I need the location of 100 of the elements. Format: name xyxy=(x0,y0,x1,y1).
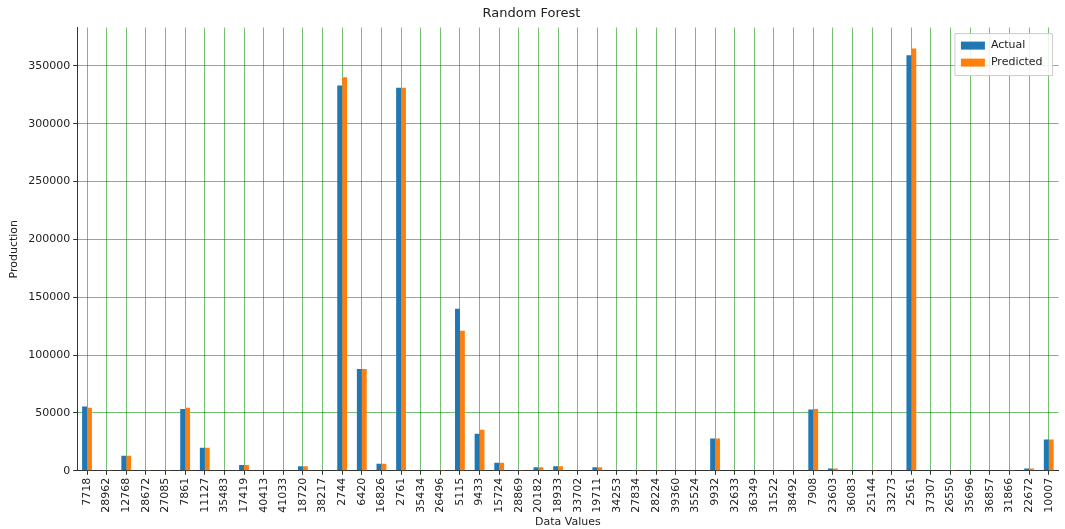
y-tick-label: 300000 xyxy=(28,116,71,130)
bar xyxy=(121,455,127,471)
x-tick-label: 22672 xyxy=(1021,477,1035,513)
bar xyxy=(204,447,210,471)
bar xyxy=(381,463,387,471)
bar xyxy=(715,438,720,471)
bar xyxy=(499,462,505,471)
bar xyxy=(356,368,362,471)
x-tick-label: 35483 xyxy=(217,477,231,513)
x-tick-label: 37307 xyxy=(923,477,937,513)
y-tick-label: 350000 xyxy=(28,58,71,72)
bar xyxy=(298,466,303,471)
x-tick-label: 34253 xyxy=(609,477,623,513)
x-tick-label: 28224 xyxy=(649,477,663,513)
bar xyxy=(87,407,92,471)
bar xyxy=(808,409,814,471)
bar xyxy=(396,87,402,471)
bar xyxy=(592,467,598,471)
x-tick-label: 40413 xyxy=(256,477,270,513)
bar xyxy=(459,330,465,471)
x-tick-label: 32633 xyxy=(727,477,741,513)
x-tick-label: 36083 xyxy=(845,477,859,513)
bar xyxy=(1048,439,1054,471)
x-tick-label: 16826 xyxy=(374,477,388,513)
x-tick-label: 5115 xyxy=(452,477,466,506)
x-tick-label: 11127 xyxy=(197,477,211,513)
bar xyxy=(401,87,406,471)
x-tick-label: 27085 xyxy=(158,477,172,513)
x-tick-label: 2744 xyxy=(335,477,349,506)
bar xyxy=(494,462,500,471)
x-tick-label: 31522 xyxy=(766,477,780,513)
x-tick-label: 26496 xyxy=(433,477,447,513)
x-tick-label: 2561 xyxy=(904,477,918,506)
x-tick-label: 41033 xyxy=(276,477,290,513)
x-tick-label: 19711 xyxy=(590,477,604,513)
x-tick-label: 36857 xyxy=(982,477,996,513)
x-tick-label: 36349 xyxy=(747,477,761,513)
x-tick-label: 7718 xyxy=(79,477,93,506)
x-tick-label: 27834 xyxy=(629,477,643,513)
y-tick-label: 50000 xyxy=(35,405,71,419)
x-tick-label: 39360 xyxy=(668,477,682,513)
bar xyxy=(239,465,245,471)
x-tick-label: 18933 xyxy=(550,477,564,513)
bar xyxy=(813,408,819,471)
y-tick-label: 200000 xyxy=(28,232,71,246)
y-axis-title: Production xyxy=(7,219,21,279)
x-tick-label: 7861 xyxy=(178,477,191,506)
bar xyxy=(558,466,563,471)
bar xyxy=(710,438,716,471)
chart-title: Random Forest xyxy=(482,5,581,21)
bar xyxy=(553,466,559,471)
x-tick-label: 38217 xyxy=(315,477,329,513)
legend-label: Predicted xyxy=(990,55,1043,69)
x-tick-label: 33273 xyxy=(884,477,898,513)
x-tick-label: 28869 xyxy=(511,477,525,513)
x-tick-label: 23603 xyxy=(825,477,839,513)
y-tick-label: 0 xyxy=(63,463,71,477)
bar xyxy=(1043,439,1049,471)
bar xyxy=(474,433,480,471)
x-tick-label: 26550 xyxy=(943,477,957,513)
x-tick-label: 20182 xyxy=(531,477,545,513)
bar xyxy=(82,406,88,471)
x-tick-label: 17419 xyxy=(236,477,250,513)
bar xyxy=(538,467,544,471)
x-tick-label: 2761 xyxy=(393,477,407,506)
bar xyxy=(244,465,249,471)
y-tick-label: 100000 xyxy=(28,347,71,361)
bar xyxy=(597,467,603,471)
x-axis-title: Data Values xyxy=(535,515,601,529)
legend-label: Actual xyxy=(990,38,1026,52)
x-tick-label: 31866 xyxy=(1002,477,1016,513)
x-tick-label: 15724 xyxy=(492,477,506,513)
bar xyxy=(906,55,912,471)
bar xyxy=(911,48,917,471)
y-tick-label: 250000 xyxy=(28,174,71,188)
x-tick-label: 35524 xyxy=(688,477,702,513)
bar xyxy=(337,85,343,471)
x-tick-label: 25144 xyxy=(864,477,878,513)
bar xyxy=(455,308,460,471)
x-tick-label: 6420 xyxy=(354,477,368,506)
x-tick-label: 10007 xyxy=(1041,477,1055,513)
x-tick-label: 33702 xyxy=(570,477,584,513)
bar xyxy=(302,466,308,471)
y-tick-label: 150000 xyxy=(28,290,71,304)
x-tick-label: 35434 xyxy=(413,477,427,513)
x-tick-label: 9433 xyxy=(472,477,486,506)
x-tick-label: 28672 xyxy=(138,477,152,513)
bar xyxy=(199,447,205,471)
bar xyxy=(185,407,191,471)
x-tick-label: 38492 xyxy=(786,477,800,513)
x-tick-label: 28962 xyxy=(99,477,113,513)
x-tick-label: 12768 xyxy=(119,477,133,513)
bar xyxy=(361,368,367,471)
bar xyxy=(342,77,348,471)
x-tick-label: 9932 xyxy=(707,477,721,506)
x-tick-label: 18720 xyxy=(295,477,309,513)
x-tick-label: 35696 xyxy=(963,477,977,513)
bar xyxy=(180,408,186,471)
x-tick-label: 7908 xyxy=(806,477,820,506)
bar xyxy=(126,455,132,471)
